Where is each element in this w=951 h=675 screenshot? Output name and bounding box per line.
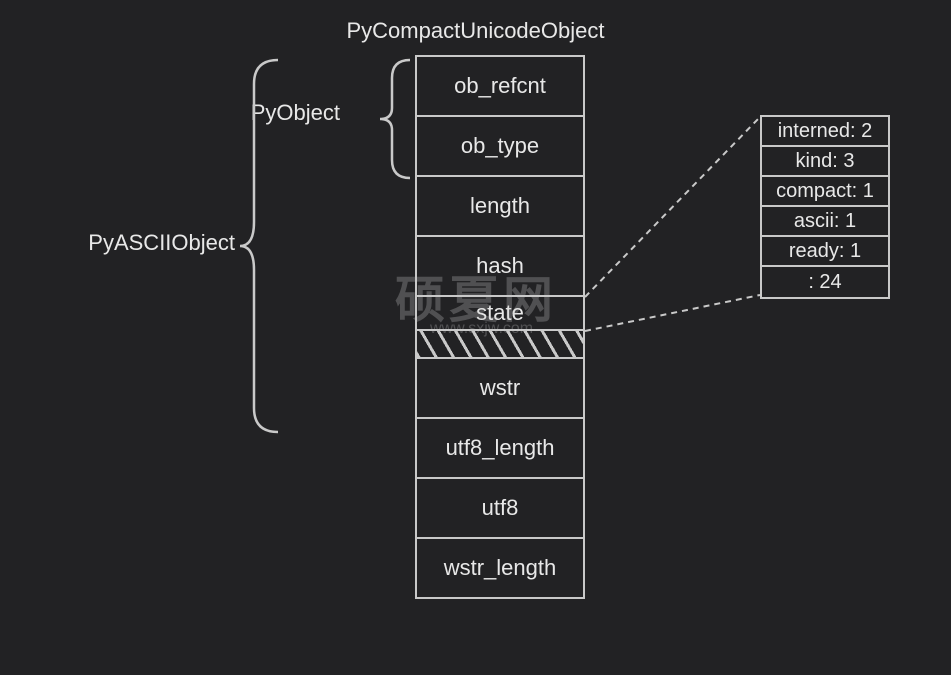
state-row-compact: compact: 1: [762, 177, 888, 207]
label-pyobject: PyObject: [240, 100, 340, 126]
state-detail-table: interned: 2 kind: 3 compact: 1 ascii: 1 …: [760, 115, 890, 299]
state-row-interned: interned: 2: [762, 117, 888, 147]
field-length: length: [415, 175, 585, 237]
field-ob-refcnt: ob_refcnt: [415, 55, 585, 117]
field-hash: hash: [415, 235, 585, 297]
field-utf8: utf8: [415, 477, 585, 539]
state-row-kind: kind: 3: [762, 147, 888, 177]
field-ob-type: ob_type: [415, 115, 585, 177]
diagram-title: PyCompactUnicodeObject: [0, 18, 951, 44]
field-utf8-length: utf8_length: [415, 417, 585, 479]
state-row-ascii: ascii: 1: [762, 207, 888, 237]
state-row-pad: : 24: [762, 267, 888, 297]
field-padding: [415, 329, 585, 359]
field-state: state: [415, 295, 585, 331]
field-wstr-length: wstr_length: [415, 537, 585, 599]
field-wstr: wstr: [415, 357, 585, 419]
state-row-ready: ready: 1: [762, 237, 888, 267]
label-pyasciiobject: PyASCIIObject: [65, 230, 235, 256]
